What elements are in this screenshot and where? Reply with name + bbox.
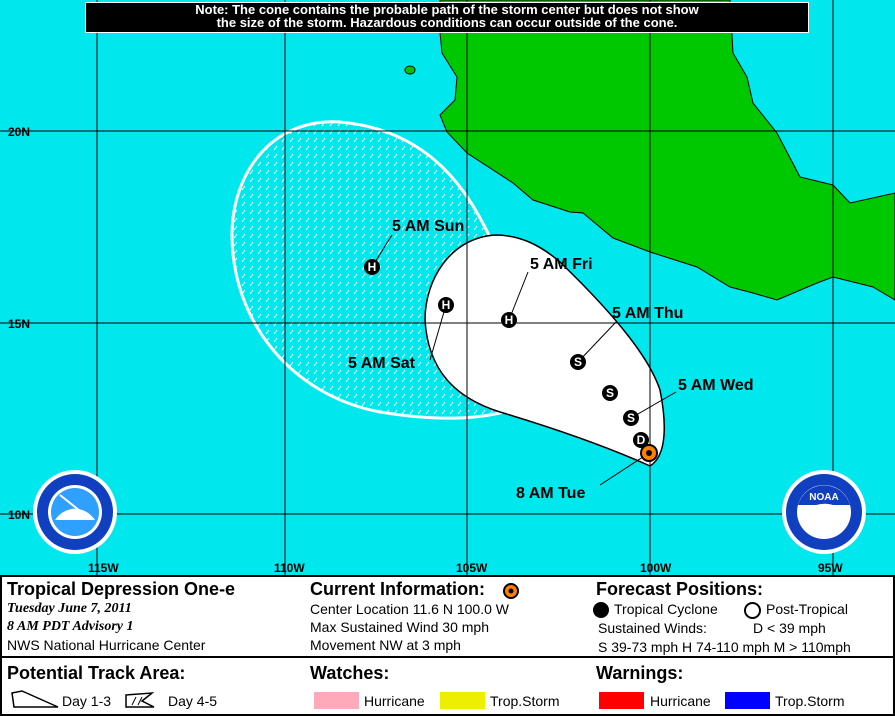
advisory-date: Tuesday June 7, 2011	[7, 601, 132, 616]
movement: Movement NW at 3 mph	[310, 637, 461, 653]
watch-hurricane-swatch	[314, 692, 359, 709]
day45-cone-icon	[125, 692, 155, 708]
svg-text:S: S	[606, 386, 614, 400]
forecast-map: 115W 110W 105W 100W 95W 20N 15N 10N D S …	[0, 0, 895, 575]
forecast-point[interactable]: H	[501, 312, 517, 328]
legend-panel: Tropical Depression One-e Tuesday June 7…	[0, 575, 895, 716]
d-definition: D < 39 mph	[753, 620, 826, 636]
point-label: 5 AM Wed	[678, 377, 754, 394]
forecast-point[interactable]: S	[570, 354, 586, 370]
tropical-cyclone-icon	[593, 602, 609, 618]
watch-hurricane-label: Hurricane	[364, 693, 425, 709]
warn-ts-label: Trop.Storm	[775, 693, 845, 709]
max-wind: Max Sustained Wind 30 mph	[310, 619, 489, 635]
cone-note: Note: The cone contains the probable pat…	[85, 2, 809, 33]
point-label: 5 AM Sat	[348, 355, 416, 372]
lat-label: 10N	[8, 508, 30, 522]
island	[404, 65, 416, 75]
issuing-center: NWS National Hurricane Center	[7, 637, 206, 653]
svg-text:H: H	[505, 313, 514, 327]
warn-hurricane-swatch	[599, 692, 644, 709]
svg-text:H: H	[368, 260, 377, 274]
lat-label: 20N	[8, 125, 30, 139]
warn-ts-swatch	[725, 692, 770, 709]
warnings-title: Warnings:	[596, 663, 684, 683]
shm-definition: S 39-73 mph H 74-110 mph M > 110mph	[598, 639, 851, 655]
lon-label: 100W	[640, 561, 672, 575]
watch-ts-label: Trop.Storm	[490, 693, 560, 709]
track-area-title: Potential Track Area:	[7, 663, 186, 683]
post-tropical-icon	[744, 602, 761, 619]
point-label: 5 AM Thu	[612, 305, 683, 322]
current-position-icon[interactable]	[640, 444, 658, 462]
leader-lines	[371, 234, 677, 486]
day13-cone-icon	[11, 690, 59, 708]
post-tropical-label: Post-Tropical	[766, 601, 848, 617]
note-line: the size of the storm. Hazardous conditi…	[216, 15, 678, 30]
lat-label: 15N	[8, 317, 30, 331]
warn-hurricane-label: Hurricane	[650, 693, 711, 709]
watch-ts-swatch	[440, 692, 485, 709]
divider	[2, 656, 893, 658]
svg-text:S: S	[627, 411, 635, 425]
noaa-logo: NOAA	[782, 470, 866, 554]
svg-text:S: S	[574, 355, 582, 369]
forecast-point[interactable]: S	[602, 385, 618, 401]
cone-day-1-3	[424, 234, 666, 467]
grid-lines	[0, 0, 895, 575]
svg-text:NOAA: NOAA	[809, 492, 838, 503]
land-mexico	[439, 0, 895, 301]
day45-label: Day 4-5	[168, 693, 218, 709]
lon-label: 110W	[274, 561, 305, 575]
forecast-point[interactable]: D	[633, 432, 649, 448]
forecast-title: Forecast Positions:	[596, 579, 764, 599]
day13-label: Day 1-3	[62, 693, 112, 709]
sustained-winds-label: Sustained Winds:	[598, 620, 707, 636]
lon-label: 95W	[818, 561, 843, 575]
lon-label: 115W	[88, 561, 119, 575]
note-line: Note: The cone contains the probable pat…	[195, 2, 699, 17]
point-label: 8 AM Tue	[516, 485, 585, 502]
tropical-cyclone-label: Tropical Cyclone	[614, 601, 718, 617]
current-position-icon	[503, 583, 519, 599]
advisory-number: 8 AM PDT Advisory 1	[7, 619, 134, 634]
point-label: 5 AM Sun	[392, 218, 464, 235]
forecast-point[interactable]: H	[438, 297, 454, 313]
forecast-point[interactable]: H	[364, 259, 380, 275]
svg-text:H: H	[442, 298, 451, 312]
storm-name: Tropical Depression One-e	[7, 579, 236, 599]
current-info-title: Current Information:	[310, 579, 485, 599]
svg-text:D: D	[637, 433, 646, 447]
point-label: 5 AM Fri	[530, 256, 593, 273]
watches-title: Watches:	[310, 663, 390, 683]
nws-logo	[33, 470, 117, 554]
forecast-point[interactable]: S	[623, 410, 639, 426]
lon-label: 105W	[456, 561, 488, 575]
center-location: Center Location 11.6 N 100.0 W	[310, 601, 509, 617]
